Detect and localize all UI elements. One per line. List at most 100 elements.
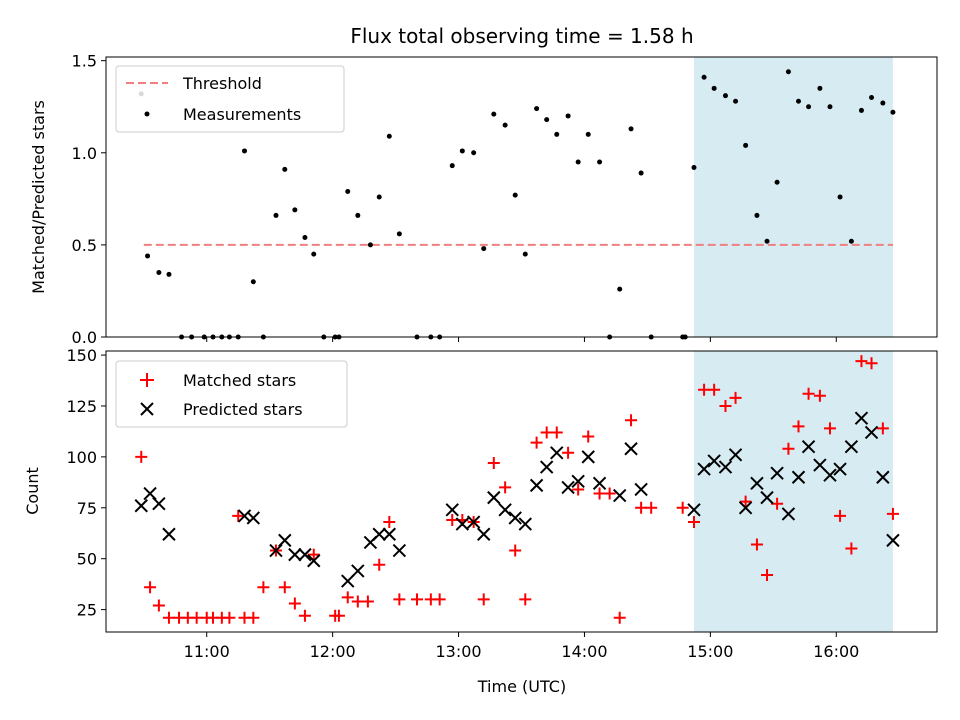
predicted-point (728, 448, 743, 462)
matched-point (223, 611, 236, 624)
predicted-points (134, 411, 900, 588)
predicted-point (581, 450, 595, 464)
measurement-point (292, 207, 298, 213)
count-y-tick-label: 125 (66, 397, 97, 416)
matched-point (540, 426, 553, 439)
predicted-point (307, 554, 321, 568)
legend-measurements-swatch (144, 111, 150, 117)
measurement-point (764, 238, 770, 244)
measurement-point (565, 113, 571, 119)
measurement-point (355, 212, 361, 218)
predicted-point (298, 547, 312, 562)
matched-point (433, 593, 446, 606)
measurement-point (869, 95, 875, 101)
legend-measurements-label: Measurements (183, 105, 301, 124)
measurement-point (522, 251, 528, 257)
count-y-tick-label: 75 (77, 499, 97, 518)
measurement-point (459, 148, 465, 154)
measurement-point (534, 106, 540, 112)
matched-point (792, 420, 805, 433)
predicted-point (823, 468, 837, 482)
matched-point (278, 581, 291, 594)
predicted-point (624, 442, 638, 456)
measurement-point (796, 98, 801, 104)
matched-point (687, 516, 700, 529)
measurement-point (502, 122, 508, 128)
ratio-y-tick-label: 0.0 (72, 328, 97, 347)
predicted-point (687, 503, 701, 517)
predicted-point (707, 454, 721, 468)
matched-point (351, 595, 364, 608)
matched-point (257, 581, 270, 594)
matched-point (834, 509, 847, 522)
legend-threshold-label: Threshold (182, 74, 262, 93)
measurement-point (376, 194, 382, 200)
matched-point (582, 430, 595, 443)
legend-matched-label: Matched stars (183, 371, 296, 390)
predicted-point (518, 517, 532, 531)
count-y-tick-label: 50 (77, 550, 97, 569)
ratio-y-tick-label: 1.0 (72, 144, 97, 163)
measurement-point (345, 188, 351, 194)
predicted-point (445, 503, 459, 517)
count-y-tick-label: 25 (77, 601, 97, 620)
matched-point (855, 355, 868, 368)
predicted-point (278, 533, 292, 548)
measurement-point (806, 104, 812, 110)
count-axes-frame (105, 350, 938, 633)
matched-point (719, 399, 732, 412)
ratio-y-axis-label: Matched/Predicted stars (29, 100, 48, 294)
matched-point (144, 581, 157, 594)
matched-point (771, 497, 784, 510)
matched-point (487, 456, 500, 469)
count-y-ticks: 25 50 75 100 125 150 (66, 346, 106, 620)
matched-point (625, 414, 638, 427)
measurement-point (880, 100, 886, 106)
matched-point (288, 597, 301, 610)
predicted-point (351, 564, 365, 578)
matched-point (373, 558, 386, 571)
matched-point (676, 501, 689, 514)
matched-point (550, 426, 563, 439)
ratio-x-ticks (206, 337, 837, 342)
predicted-point (697, 462, 711, 476)
count-panel: 25 50 75 100 125 150 11:00 12:00 13:00 14:00 15:0… (23, 346, 938, 696)
measurement-point (858, 107, 864, 113)
matched-point (782, 442, 795, 455)
measurement-point (701, 74, 707, 80)
matched-point (865, 357, 878, 370)
predicted-point (382, 527, 397, 541)
matched-point (750, 538, 763, 551)
x-tick-label: 11:00 (184, 642, 230, 661)
matched-point (761, 568, 774, 581)
measurement-point (722, 93, 728, 99)
predicted-point (801, 439, 816, 454)
predicted-point (134, 499, 148, 513)
measurement-point (817, 85, 823, 91)
measurement-point (575, 159, 581, 165)
matched-point (477, 593, 490, 606)
count-y-axis-label: Count (23, 467, 42, 515)
measurement-point (837, 194, 843, 200)
measurement-point (774, 179, 780, 185)
predicted-point (592, 476, 607, 491)
matched-point (635, 501, 648, 514)
measurement-point (242, 148, 247, 154)
count-legend: Matched stars Predicted stars (115, 360, 348, 428)
matched-point (823, 422, 836, 435)
count-y-tick-label: 100 (66, 448, 97, 467)
matched-point (530, 436, 543, 449)
measurement-point (848, 238, 854, 244)
predicted-point (876, 470, 890, 484)
predicted-point (813, 458, 827, 472)
matched-point (698, 383, 711, 396)
x-tick-label: 13:00 (435, 642, 481, 661)
x-axis-label: Time (UTC) (477, 677, 566, 696)
predicted-point (718, 460, 733, 474)
measurement-point (449, 163, 455, 169)
matched-point (393, 593, 406, 606)
predicted-point (152, 497, 166, 511)
measurement-point (585, 131, 591, 137)
matched-point (332, 609, 345, 622)
ratio-y-tick-label: 0.5 (72, 236, 97, 255)
